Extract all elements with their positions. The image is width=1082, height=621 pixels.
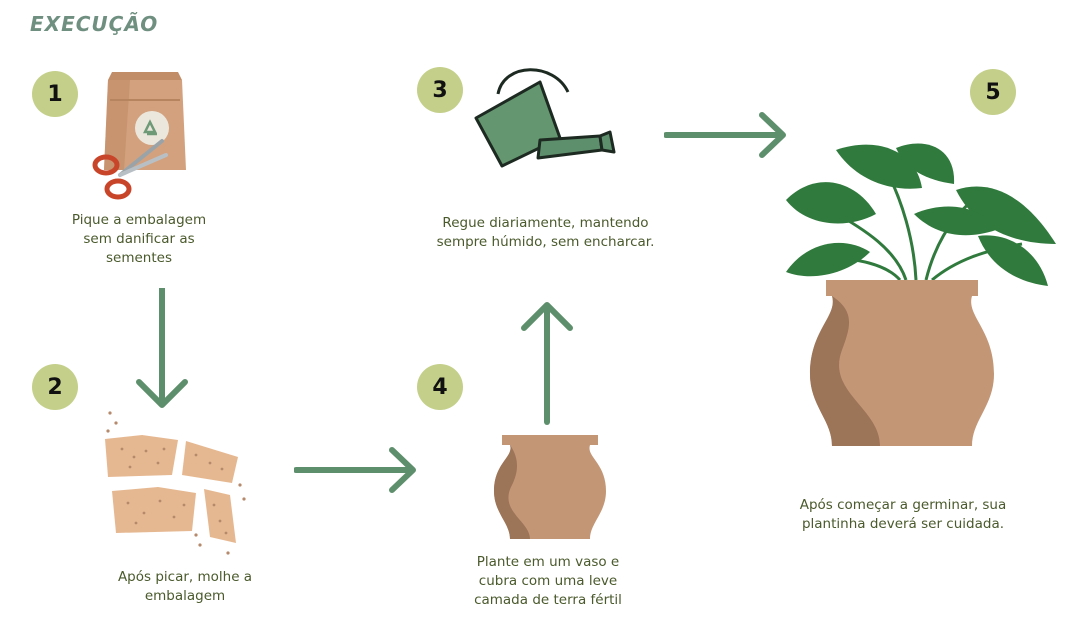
torn-paper-icon [105, 411, 246, 555]
step-5-badge: 5 [970, 69, 1016, 115]
arrow-icon-down [136, 288, 188, 408]
step-4-badge: 4 [417, 364, 463, 410]
pot-icon [494, 435, 606, 539]
seed-bag-icon [104, 72, 186, 170]
step-1-caption: Pique a embalagem sem danificar as semen… [71, 212, 207, 266]
step-5-caption: Após começar a germinar, sua plantinha d… [799, 497, 1007, 532]
arrow-icon-right-2 [664, 112, 786, 158]
arrow-icon-right-1 [294, 447, 416, 493]
arrow-icon-up [521, 302, 573, 425]
step-4-caption: Plante em um vaso e cubra com uma leve c… [474, 554, 622, 608]
plant-icon [786, 143, 1056, 446]
step-2-badge: 2 [32, 364, 78, 410]
scissors-icon [92, 139, 168, 200]
watering-can-icon [474, 68, 616, 168]
step-1-badge: 1 [32, 71, 78, 117]
step-2-caption: Após picar, molhe a embalagem [117, 569, 253, 604]
page-title: EXECUÇÃO [30, 12, 159, 36]
step-3-badge: 3 [417, 67, 463, 113]
step-3-caption: Regue diariamente, mantendo sempre húmid… [436, 215, 655, 250]
